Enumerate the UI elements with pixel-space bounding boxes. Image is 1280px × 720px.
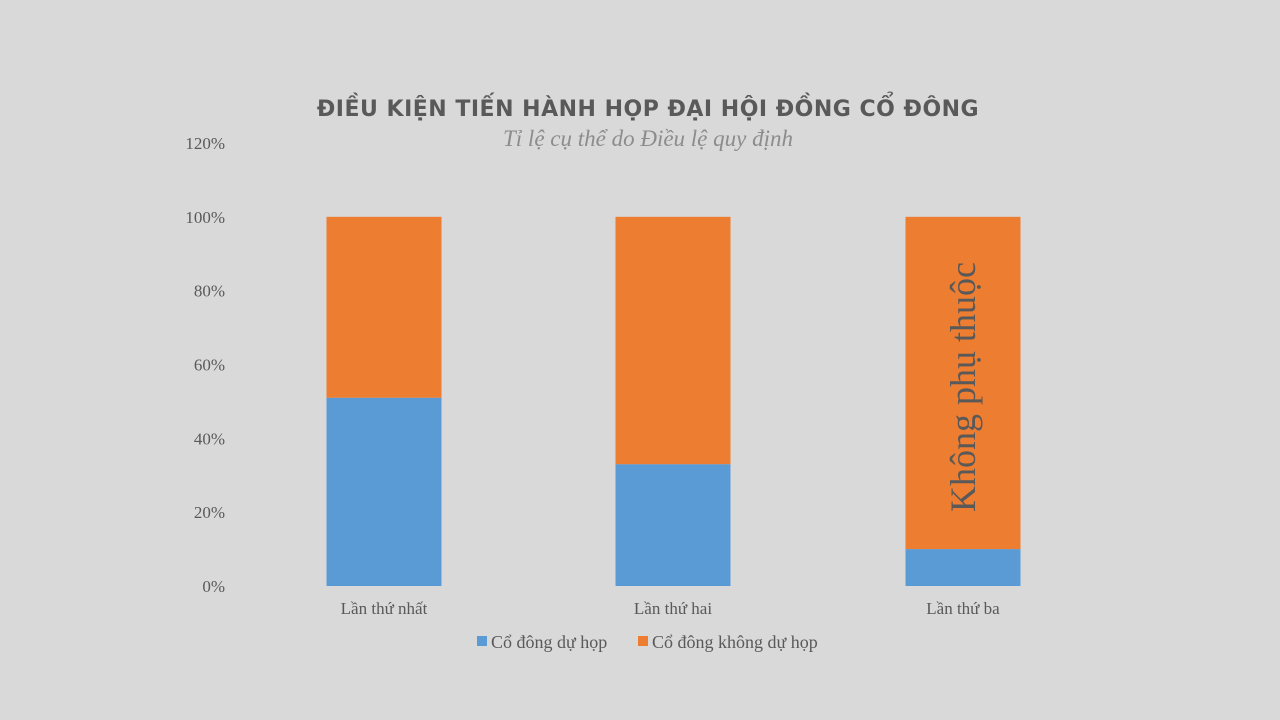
legend-label: Cổ đông không dự họp [652, 632, 818, 652]
legend: Cổ đông dự họp Cổ đông không dự họp [477, 632, 818, 652]
bars [326, 216, 1021, 586]
y-tick-label: 80% [194, 282, 225, 301]
legend-label: Cổ đông dự họp [491, 632, 607, 652]
x-axis: Lần thứ nhất Lần thứ hai Lần thứ ba [341, 599, 1000, 618]
annotations: Không phụ thuộc [943, 262, 983, 512]
y-tick-label: 60% [194, 356, 225, 375]
bar-segment [326, 397, 442, 586]
x-tick-label: Lần thứ ba [926, 599, 1000, 618]
x-tick-label: Lần thứ nhất [341, 599, 428, 618]
legend-swatch [477, 636, 487, 646]
y-tick-label: 20% [194, 503, 225, 522]
chart-subtitle: Tỉ lệ cụ thể do Điều lệ quy định [503, 126, 793, 151]
y-tick-label: 100% [185, 208, 225, 227]
bar-segment [615, 464, 731, 586]
bar-segment [326, 216, 442, 398]
y-tick-label: 40% [194, 429, 225, 448]
bar-segment [905, 216, 1021, 550]
y-tick-label: 0% [202, 577, 225, 596]
bar-annotation: Không phụ thuộc [943, 262, 983, 512]
y-axis: 0% 20% 40% 60% 80% 100% 120% [185, 134, 225, 596]
legend-swatch [638, 636, 648, 646]
bar-segment [905, 549, 1021, 586]
x-tick-label: Lần thứ hai [634, 599, 712, 618]
bar-segment [615, 216, 731, 465]
y-tick-label: 120% [185, 134, 225, 153]
chart-title: ĐIỀU KIỆN TIẾN HÀNH HỌP ĐẠI HỘI ĐỒNG CỔ … [317, 92, 979, 122]
